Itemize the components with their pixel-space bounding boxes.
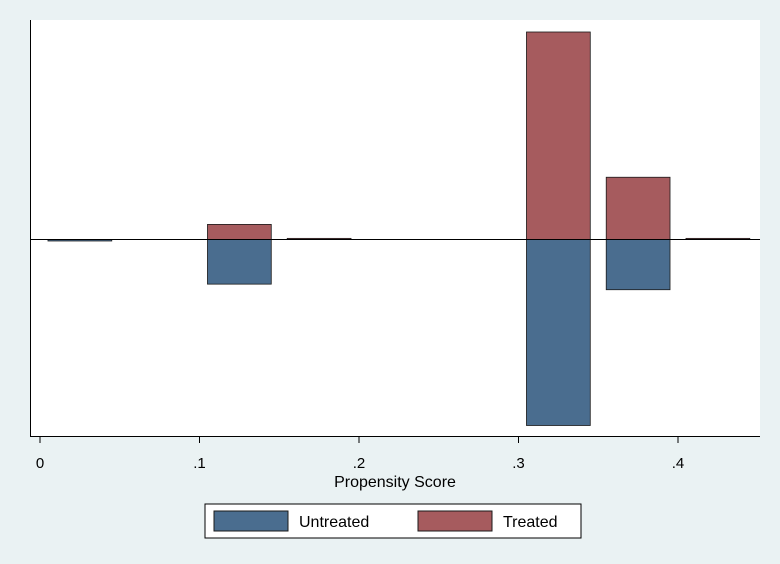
bar-untreated-3 [526,239,591,426]
bar-treated-4 [605,176,671,240]
legend-swatch-treated [417,510,493,532]
x-ticks: 0 .1 .2 .3 .4 [36,436,684,472]
x-tick-label-1: .1 [193,455,206,472]
bars-layer [47,31,751,426]
bar-untreated-4 [605,239,671,291]
legend-swatch-untreated [213,510,289,532]
x-tick-label-0: 0 [36,455,44,472]
x-axis-title: Propensity Score [334,474,456,491]
legend-label-treated: Treated [503,514,558,531]
x-tick-label-4: .4 [672,455,685,472]
bar-untreated-1 [207,239,272,285]
bar-treated-1 [207,224,272,240]
legend-label-untreated: Untreated [299,514,369,531]
bar-treated-3 [526,31,591,240]
legend: Untreated Treated [204,503,582,539]
x-tick-label-3: .3 [512,455,525,472]
x-tick-label-2: .2 [353,455,366,472]
